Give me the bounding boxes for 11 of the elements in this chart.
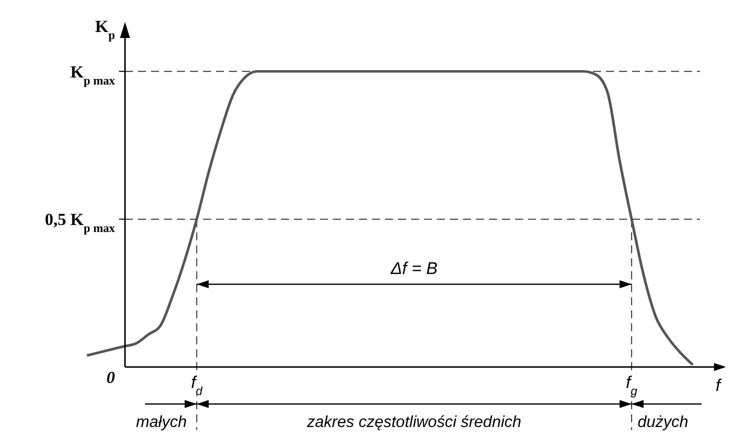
x-tick-label: f$_{d}$: [191, 373, 203, 398]
annotation: Δf = B: [390, 259, 438, 278]
y-axis-title: K$_{p}$: [95, 17, 116, 42]
x-axis-title: f: [716, 376, 723, 395]
annotation: dużych: [638, 414, 688, 431]
y-tick-label: 0,5 K$_{p max}$: [44, 210, 116, 236]
annotation: małych: [136, 414, 187, 431]
text: zakres częstotliwości średnich: [306, 414, 522, 431]
y-tick-label: K$_{p max}$: [70, 62, 116, 88]
x-tick-label: f$_{g}$: [626, 373, 638, 398]
y-tick-label: 0: [106, 368, 116, 387]
